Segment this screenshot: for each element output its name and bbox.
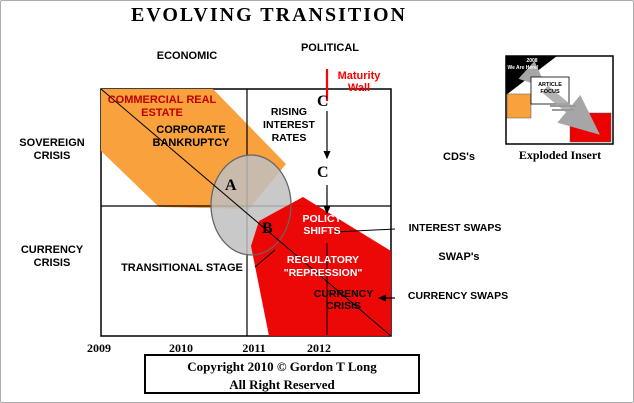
- band-label-corporate-bankruptcy: CORPORATE BANKRUPTCY: [152, 124, 230, 149]
- page-title: EVOLVING TRANSITION: [130, 4, 407, 26]
- insert-year-label: 2008: [526, 58, 538, 64]
- insert-focus-label: ARTICLE FOCUS: [538, 82, 562, 95]
- axis-label-economic: ECONOMIC: [156, 50, 218, 62]
- copyright-line2: All Right Reserved: [229, 377, 335, 392]
- band-label-regulatory-repression: REGULATORY "REPRESSION": [283, 254, 363, 279]
- year-2011: 2011: [242, 341, 266, 355]
- year-2010: 2010: [169, 341, 193, 355]
- insert-smudge-text-2: [552, 109, 574, 111]
- band-label-commercial-real-estate: COMMERCIAL REAL ESTATE: [107, 94, 217, 119]
- insert-here-label: We Are Here!: [507, 65, 539, 71]
- marker-c-mid: C: [317, 164, 329, 181]
- insert-smudge-text-1: [550, 105, 576, 107]
- insert-caption: Exploded Insert: [518, 148, 602, 162]
- year-2009: 2009: [87, 341, 111, 355]
- label-transitional-stage: TRANSITIONAL STAGE: [121, 262, 243, 274]
- label-swaps: SWAP's: [438, 251, 480, 263]
- label-cds: CDS's: [443, 151, 475, 163]
- copyright-box: Copyright 2010 © Gordon T Long All Right…: [144, 354, 420, 394]
- marker-c-top: C: [317, 93, 329, 110]
- label-rising-interest-rates: RISING INTEREST RATES: [263, 106, 315, 144]
- transition-ellipse-outline: [210, 154, 292, 256]
- marker-a: A: [225, 177, 237, 194]
- axis-label-currency-crisis: CURRENCY CRISIS: [20, 244, 84, 269]
- axis-label-political: POLITICAL: [300, 42, 360, 54]
- label-currency-swaps: CURRENCY SWAPS: [407, 290, 509, 302]
- marker-b: B: [262, 220, 273, 237]
- year-2012: 2012: [307, 341, 331, 355]
- maturity-wall-label: Maturity Wall: [337, 70, 381, 94]
- axis-label-sovereign-crisis: SOVEREIGN CRISIS: [19, 137, 85, 162]
- copyright-line1: Copyright 2010 © Gordon T Long: [187, 359, 377, 374]
- label-interest-swaps: INTEREST SWAPS: [408, 222, 502, 234]
- interest-swaps-pointer: [334, 228, 396, 233]
- transition-diagonal-line: [100, 88, 392, 337]
- band-label-currency-crisis: CURRENCY CRISIS: [313, 288, 374, 312]
- red-crisis-band: [251, 197, 391, 336]
- transitional-stage-pointer: [254, 249, 276, 268]
- band-label-policy-shifts: POLICY SHIFTS: [302, 213, 342, 237]
- insert-orange-block: [506, 93, 532, 119]
